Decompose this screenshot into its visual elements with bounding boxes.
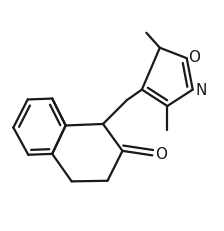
Text: O: O — [188, 50, 200, 65]
Text: N: N — [195, 83, 207, 98]
Text: O: O — [155, 147, 167, 162]
